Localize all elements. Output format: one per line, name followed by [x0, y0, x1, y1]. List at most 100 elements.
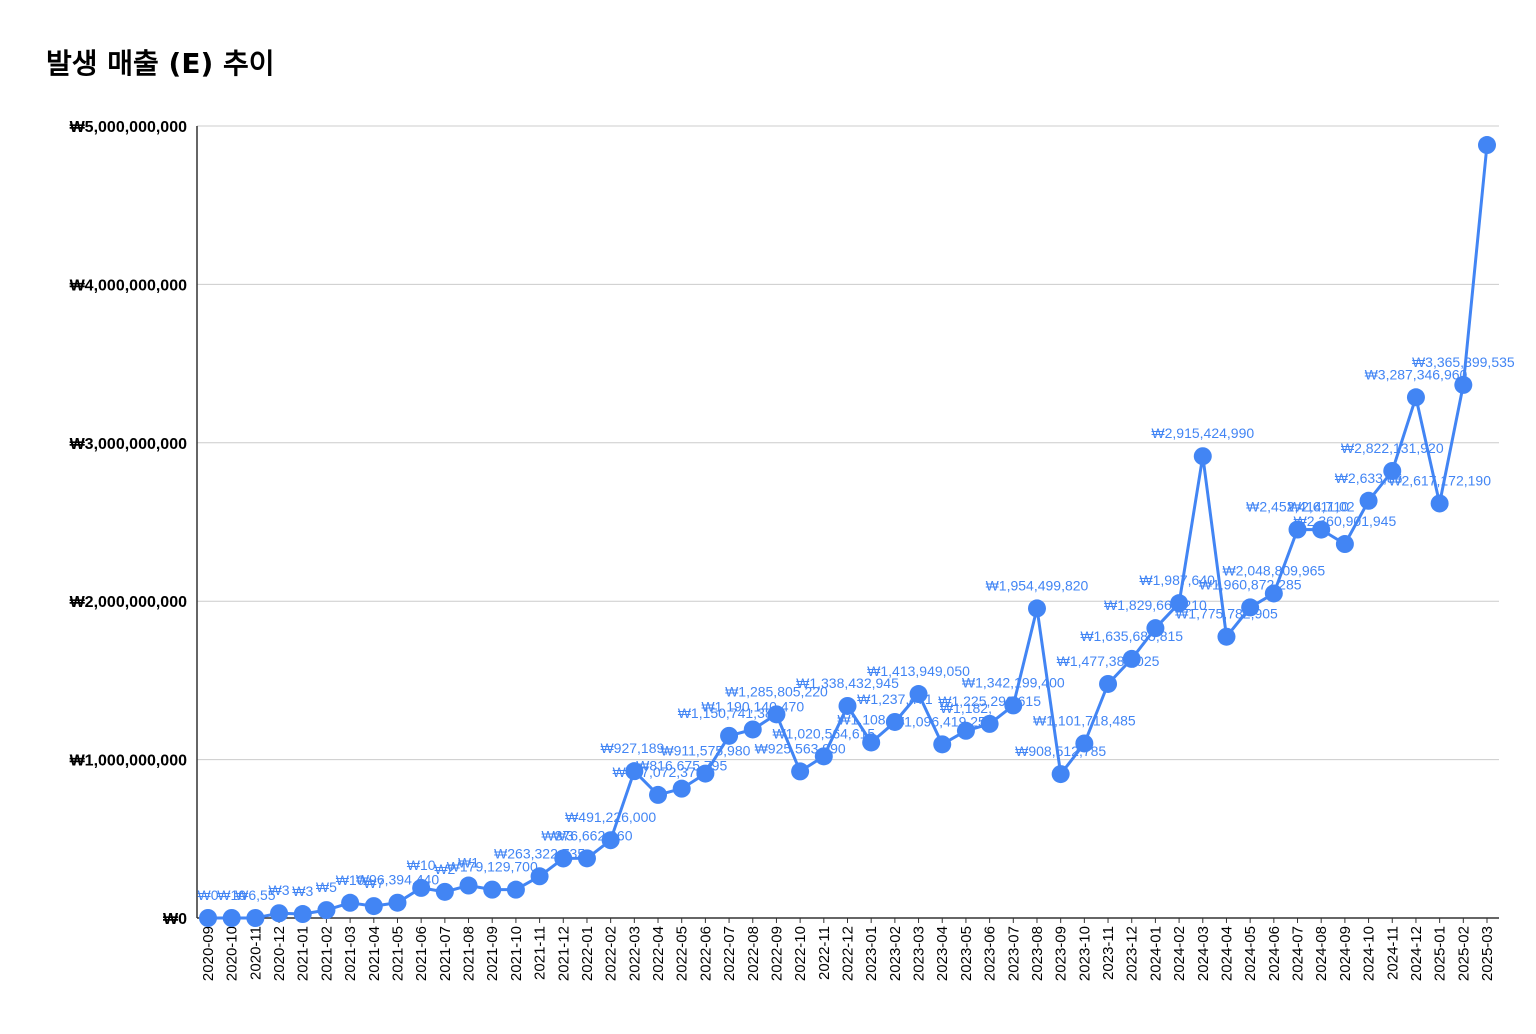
data-label: ₩1,477,388,025 — [1057, 653, 1160, 669]
data-point — [1383, 461, 1402, 480]
data-label: ₩1,635,685,815 — [1080, 628, 1183, 644]
data-point — [1335, 535, 1354, 554]
data-point — [459, 876, 478, 895]
x-tick-label: 2021-04 — [366, 926, 383, 981]
y-tick-label: ₩5,000,000,000 — [70, 119, 188, 136]
y-tick-label: ₩4,000,000,000 — [70, 277, 188, 294]
data-label: ₩1,150,741,385 — [678, 705, 781, 721]
x-tick-label: 2020-11 — [247, 926, 264, 980]
x-tick-label: 2024-11 — [1384, 926, 1401, 980]
x-tick-label: 2023-06 — [982, 926, 999, 981]
data-label: ₩10 — [217, 887, 246, 903]
data-point — [980, 714, 999, 733]
data-point — [199, 909, 217, 927]
x-tick-label: 2022-05 — [674, 926, 691, 981]
data-point — [577, 849, 596, 868]
series-line — [199, 136, 1496, 927]
x-tick-label: 2022-09 — [768, 926, 785, 981]
x-tick-label: 2021-10 — [508, 926, 525, 981]
data-point — [720, 726, 739, 745]
data-label: ₩10 — [407, 857, 436, 873]
data-point — [1264, 584, 1283, 603]
y-tick-label: ₩3,000,000,000 — [70, 436, 188, 453]
x-tick-label: 2024-08 — [1313, 926, 1330, 981]
x-tick-label: 2023-01 — [863, 926, 880, 981]
x-tick-label: 2024-05 — [1242, 926, 1259, 981]
y-axis-ticks: ₩0 ₩1,000,000,000 ₩2,000,000,000 ₩3,000,000… — [70, 119, 188, 928]
x-tick-label: 2020-10 — [224, 926, 241, 981]
data-point — [1288, 520, 1307, 539]
x-tick-label: 2023-03 — [911, 926, 928, 981]
data-point — [554, 849, 573, 868]
x-axis-ticks: 2020-09 2020-10 2020-11 2020-12 2021-01 2021-… — [200, 918, 1496, 981]
data-point — [814, 747, 833, 766]
x-tick-label: 2022-11 — [816, 926, 833, 980]
data-label: ₩7 — [363, 875, 384, 891]
x-tick-label: 2024-04 — [1218, 926, 1235, 981]
x-tick-label: 2023-10 — [1076, 926, 1093, 981]
x-tick-label: 2024-02 — [1171, 926, 1188, 981]
data-point — [885, 712, 904, 731]
data-point — [364, 897, 383, 916]
data-point — [1454, 375, 1473, 394]
x-tick-label: 2022-08 — [745, 926, 762, 981]
x-tick-label: 2025-03 — [1479, 926, 1496, 981]
data-point — [1004, 696, 1023, 715]
y-tick-label: ₩1,000,000,000 — [70, 753, 188, 770]
x-tick-label: 2021-07 — [437, 926, 454, 981]
x-tick-label: 2024-09 — [1337, 926, 1354, 981]
data-label: ₩2,822,131,920 — [1341, 440, 1444, 456]
gridlines — [197, 125, 1499, 761]
x-tick-label: 2022-02 — [603, 926, 620, 981]
data-point — [388, 893, 407, 912]
x-tick-label: 2022-07 — [721, 926, 738, 981]
data-label: ₩3 — [292, 883, 313, 899]
data-label: ₩0 — [198, 887, 219, 903]
x-tick-label: 2023-04 — [934, 926, 951, 981]
data-label: ₩179,129,700 — [447, 859, 538, 875]
data-label: ₩3 — [269, 882, 290, 898]
data-label: ₩1 — [458, 855, 479, 871]
data-label: ₩2,048,809,965 — [1222, 562, 1325, 578]
x-tick-label: 2021-02 — [318, 926, 335, 981]
x-tick-label: 2024-12 — [1408, 926, 1425, 981]
x-tick-label: 2021-03 — [342, 926, 359, 981]
data-point — [1406, 388, 1425, 407]
data-point — [435, 882, 454, 901]
x-tick-label: 2023-11 — [1100, 926, 1117, 980]
data-label: ₩5 — [316, 879, 337, 895]
x-tick-label: 2023-02 — [887, 926, 904, 981]
data-point — [1146, 619, 1165, 638]
x-tick-label: 2023-07 — [1005, 926, 1022, 981]
data-label: ₩1,413,949,050 — [867, 663, 970, 679]
data-point — [1312, 520, 1331, 539]
data-point — [270, 904, 289, 923]
data-point — [341, 893, 360, 912]
data-label: ₩3,287,346,960 — [1365, 366, 1468, 382]
data-label: ₩1,285,805,220 — [725, 683, 828, 699]
data-label: ₩2 — [434, 861, 455, 877]
data-label: ₩1,987,640, — [1139, 572, 1218, 588]
data-label: ₩1,775,782,905 — [1175, 606, 1278, 622]
data-point — [1051, 765, 1070, 784]
x-tick-label: 2021-09 — [484, 926, 501, 981]
data-point — [1027, 599, 1046, 618]
data-label: ₩911,575,980 — [660, 743, 750, 759]
x-tick-label: 2023-12 — [1124, 926, 1141, 981]
x-tick-label: 2022-04 — [650, 926, 667, 981]
data-point — [483, 880, 502, 899]
data-point — [1122, 649, 1141, 668]
x-tick-label: 2021-08 — [461, 926, 478, 981]
x-tick-label: 2024-01 — [1147, 926, 1164, 981]
data-point — [1217, 627, 1236, 646]
x-tick-label: 2023-08 — [1029, 926, 1046, 981]
data-label: ₩1,020,564,615 — [772, 725, 875, 741]
data-point — [743, 720, 762, 739]
data-label: ₩3,365,399,535 — [1412, 354, 1515, 370]
x-tick-label: 2024-03 — [1195, 926, 1212, 981]
x-tick-label: 2022-01 — [579, 926, 596, 981]
data-point — [1193, 447, 1212, 466]
data-point — [649, 785, 668, 804]
data-point — [317, 901, 336, 920]
x-tick-label: 2025-02 — [1455, 926, 1472, 981]
